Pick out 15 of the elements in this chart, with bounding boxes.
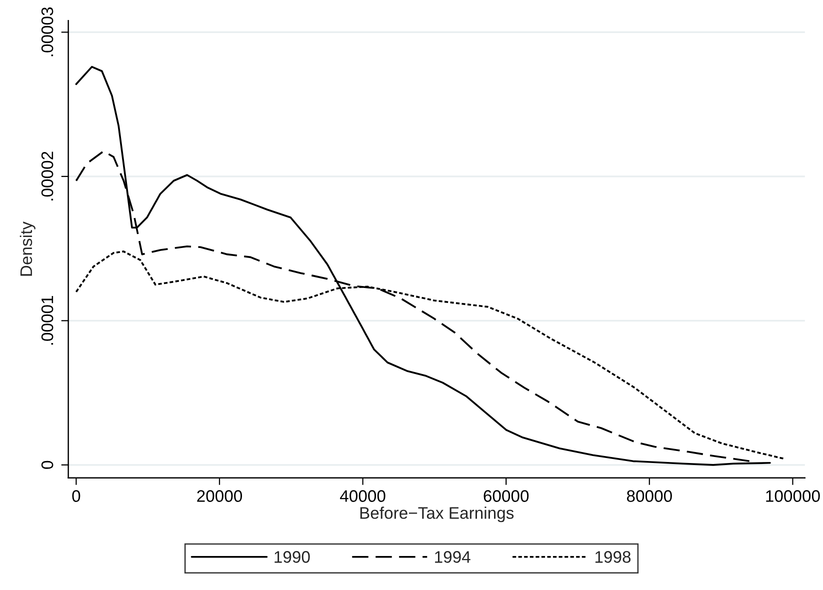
y-tick-label: 0 [41,460,54,469]
x-tick-label: 0 [72,490,80,502]
x-tick-label: 20000 [197,490,242,502]
y-tick-label: .00003 [41,7,54,56]
y-tick-label: .00002 [41,152,54,200]
legend-label: 1998 [595,551,631,563]
x-axis-title: Before−Tax Earnings [360,506,514,522]
x-tick-label: 80000 [626,490,672,502]
x-tick-label: 60000 [484,490,529,502]
y-tick-label: .00001 [41,296,54,345]
x-tick-label: 100000 [766,490,820,502]
legend-label: 1990 [274,551,310,563]
y-axis-title: Density [20,222,36,276]
legend-label: 1994 [435,551,470,563]
x-tick-label: 40000 [340,490,386,502]
